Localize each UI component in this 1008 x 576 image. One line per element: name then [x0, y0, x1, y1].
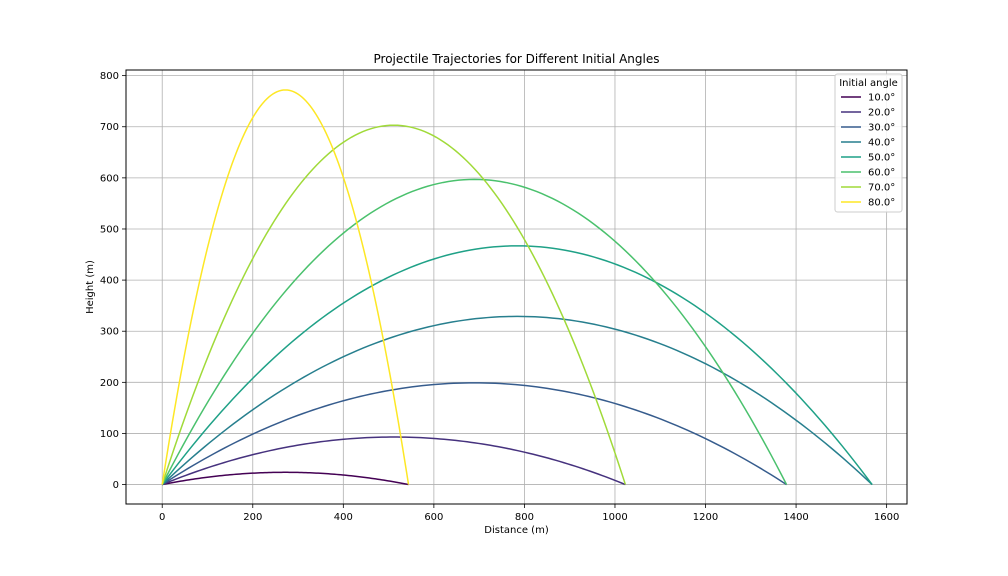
plot-lines	[161, 89, 873, 486]
legend-label: 10.0°	[868, 93, 895, 104]
y-axis-label: Height (m)	[85, 260, 96, 314]
x-tick-label: 200	[243, 512, 262, 523]
legend-label: 70.0°	[868, 183, 895, 194]
x-tick-label: 1600	[874, 512, 899, 523]
x-axis: 0 200 400 600 800 1000 1200 1400 1600	[159, 504, 899, 523]
y-tick-label: 100	[100, 429, 119, 440]
series-line-2	[161, 436, 626, 486]
x-tick-label: 0	[159, 512, 165, 523]
x-tick-label: 1400	[783, 512, 808, 523]
series-line-1	[162, 471, 409, 486]
series-line-8	[161, 89, 410, 485]
y-tick-label: 500	[100, 224, 119, 235]
chart-title: Projectile Trajectories for Different In…	[374, 52, 660, 66]
legend-label: 80.0°	[868, 198, 895, 209]
series-line-3	[161, 382, 787, 486]
legend-box	[834, 73, 903, 213]
y-tick-label: 200	[100, 378, 119, 389]
y-tick-label: 600	[100, 173, 119, 184]
legend-label: 40.0°	[868, 138, 895, 149]
y-tick-label: 700	[100, 122, 119, 133]
x-axis-label: Distance (m)	[484, 525, 549, 536]
series-line-5	[161, 245, 873, 486]
legend-label: 60.0°	[868, 168, 895, 179]
plot-frame	[125, 69, 908, 505]
legend-label: 50.0°	[868, 153, 895, 164]
series-line-6	[161, 178, 788, 485]
y-axis: 0 100 200 300 400 500 600 700 800	[100, 71, 126, 491]
y-tick-label: 800	[100, 71, 119, 82]
legend-label: 30.0°	[868, 123, 895, 134]
legend: Initial angle 10.0° 20.0° 30.0° 40.0° 50.0° 60…	[834, 73, 903, 213]
x-tick-label: 400	[334, 512, 353, 523]
x-tick-label: 600	[424, 512, 443, 523]
y-tick-label: 0	[113, 480, 119, 491]
series-line-7	[161, 124, 627, 485]
y-tick-label: 400	[100, 276, 119, 287]
x-tick-label: 800	[515, 512, 534, 523]
x-tick-label: 1000	[602, 512, 627, 523]
y-tick-label: 300	[100, 327, 119, 338]
legend-title: Initial angle	[839, 78, 898, 89]
legend-label: 20.0°	[868, 108, 895, 119]
series-line-4	[161, 315, 873, 486]
x-tick-label: 1200	[693, 512, 718, 523]
grid	[126, 70, 907, 504]
